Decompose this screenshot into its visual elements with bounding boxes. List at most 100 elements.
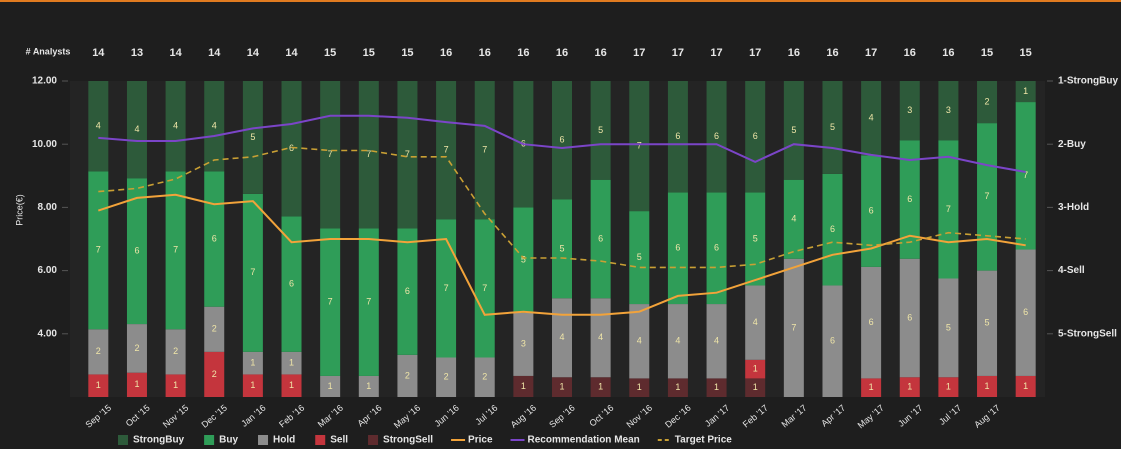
bar-segment [629, 211, 650, 305]
bar-value-label: 6 [907, 194, 912, 204]
bar-value-label: 1 [173, 380, 178, 390]
legend-label: Hold [273, 435, 295, 446]
y-tick-label: 12.00 [32, 76, 57, 87]
x-tick-label: Aug '16 [509, 403, 539, 430]
bar-segment [126, 324, 147, 373]
bar-segment [977, 270, 998, 376]
bar-segment [629, 304, 650, 379]
line-series [98, 146, 1026, 269]
bar-segment [590, 377, 611, 397]
x-tick-label: Sep '16 [547, 403, 577, 430]
x-tick-label: Aug '17 [972, 403, 1002, 430]
x-tick-label: Oct '16 [587, 403, 615, 429]
bar-value-label: 5 [559, 243, 564, 253]
x-tick-label: May '17 [856, 403, 886, 431]
analyst-count: 14 [208, 47, 221, 59]
analyst-count: 17 [865, 47, 877, 59]
bar-segment [899, 140, 920, 259]
analyst-count: 16 [595, 47, 607, 59]
bar-segment [590, 179, 611, 299]
bar-segment [899, 377, 920, 397]
bar-value-label: 7 [482, 145, 487, 155]
bar-value-label: 4 [869, 113, 874, 123]
x-tick-label: Oct '15 [124, 403, 152, 429]
bar-segment [88, 81, 109, 172]
x-tick-label: Feb '17 [741, 403, 770, 430]
legend-label: StrongBuy [133, 435, 185, 446]
x-tick-label: Jun '17 [896, 403, 924, 429]
bar-value-label: 5 [753, 233, 758, 243]
bar-segment [397, 354, 418, 397]
analyst-count: 16 [904, 47, 916, 59]
x-tick-label: Dec '16 [663, 403, 693, 430]
bar-segment [1015, 249, 1036, 376]
bar-segment [899, 258, 920, 378]
bar-segment [629, 378, 650, 397]
bar-value-label: 3 [521, 339, 526, 349]
bar-value-label: 6 [830, 336, 835, 346]
bar-value-label: 1 [559, 382, 564, 392]
bar-value-label: 6 [869, 317, 874, 327]
bar-value-label: 6 [134, 246, 139, 256]
legend-label: Recommendation Mean [528, 435, 640, 446]
bar-segment [822, 173, 843, 286]
bar-segment [590, 298, 611, 378]
bar-segment [242, 193, 263, 352]
bar-segment [474, 357, 495, 397]
x-tick-label: Sep '15 [84, 403, 114, 430]
bar-segment [281, 351, 302, 375]
bar-segment [474, 219, 495, 358]
analyst-count: 17 [633, 47, 645, 59]
x-tick-label: Mar '16 [316, 403, 345, 430]
analyst-count: 14 [247, 47, 260, 59]
legend-label: Sell [330, 435, 348, 446]
bar-segment [552, 377, 572, 397]
bar-value-label: 6 [869, 205, 874, 215]
bar-value-label: 1 [328, 381, 333, 391]
y-tick-label: 10.00 [32, 139, 57, 150]
bar-value-label: 7 [405, 149, 410, 159]
bar-value-label: 6 [1023, 307, 1028, 317]
bar-segment [242, 374, 263, 397]
bar-value-label: 6 [714, 243, 719, 253]
y-tick-label: 6.00 [38, 265, 58, 276]
bar-value-label: 1 [96, 380, 101, 390]
line-series [97, 193, 1026, 316]
bar-segment [977, 375, 998, 397]
x-tick-label: Apr '16 [356, 403, 384, 429]
bar-value-label: 7 [946, 204, 951, 214]
bar-value-label: 6 [753, 131, 758, 141]
bar-segment [436, 81, 457, 220]
bar-value-label: 1 [1023, 381, 1028, 391]
bar-segment [938, 140, 959, 279]
bar-segment [706, 192, 727, 305]
analyst-count: 17 [749, 47, 761, 59]
x-tick-label: Jan '16 [239, 403, 267, 429]
bar-value-label: 4 [791, 214, 796, 224]
bar-value-label: 7 [444, 145, 449, 155]
analyst-count: 14 [169, 47, 182, 59]
x-tick-label: Nov '15 [161, 403, 191, 430]
bar-segment [1015, 375, 1036, 397]
line-series [98, 114, 1026, 173]
bar-segment [320, 228, 341, 376]
analyst-count: 15 [981, 47, 993, 59]
analyst-count: 16 [479, 47, 491, 59]
analyst-count: 16 [942, 47, 954, 59]
bar-segment [977, 123, 998, 271]
legend-label: Price [468, 435, 493, 446]
legend-swatch [368, 435, 379, 445]
bar-value-label: 6 [714, 131, 719, 141]
bar-value-label: 5 [637, 252, 642, 262]
x-tick-label: Jul '17 [937, 403, 963, 427]
legend-label: Target Price [675, 435, 732, 446]
bar-segment [667, 192, 688, 305]
bar-value-label: 7 [1023, 170, 1028, 180]
bar-value-label: 4 [598, 332, 603, 342]
bar-segment [320, 375, 341, 397]
bar-value-label: 4 [714, 336, 719, 346]
bar-segment [358, 81, 379, 229]
bar-segment [281, 374, 302, 397]
legend-label: StrongSell [383, 435, 433, 446]
